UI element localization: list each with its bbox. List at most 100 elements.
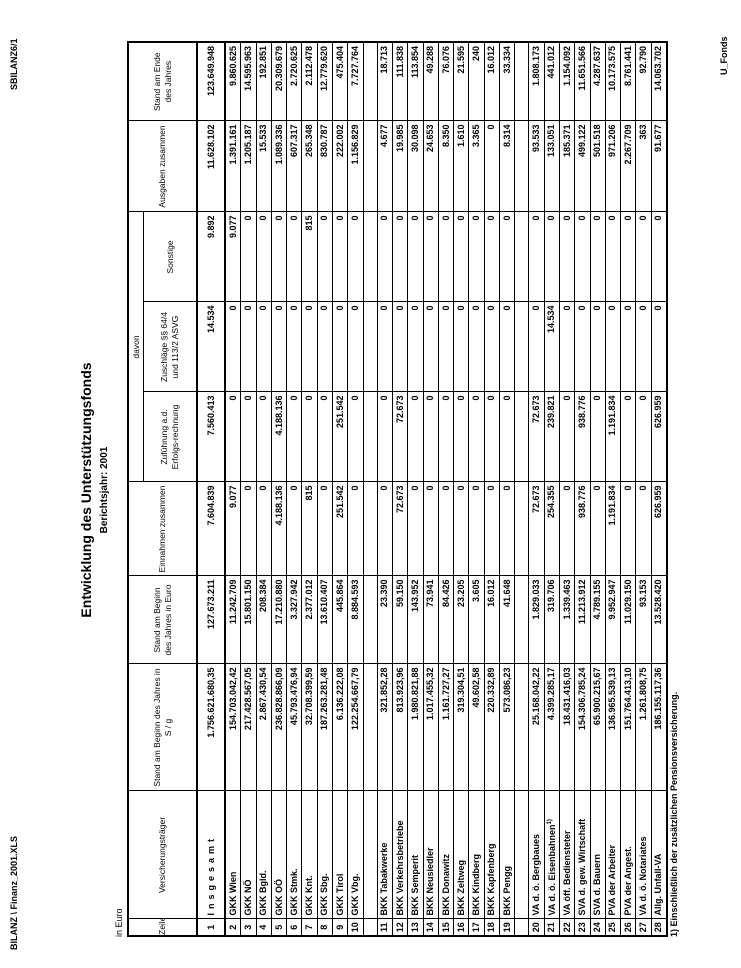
traeger-name: BKK Tabakwerke bbox=[379, 842, 390, 916]
cell-ausgaben: 1.391.161 bbox=[225, 120, 241, 212]
cell-stand-ende: 2.112.478 bbox=[301, 41, 318, 121]
cell-zeile: 11 bbox=[377, 919, 393, 936]
cell-stand-ende: 7.727.764 bbox=[347, 41, 364, 121]
cell-stand-ende: 20.309.679 bbox=[271, 41, 287, 121]
cell-zufuehrung: 626.959 bbox=[651, 392, 668, 482]
traeger-name: PVA der Angest. bbox=[622, 846, 633, 916]
cell-ausgaben: 1.156.829 bbox=[347, 120, 364, 212]
cell-ausgaben: 1.205.187 bbox=[240, 120, 257, 212]
cell-stand-beginn-s: 49.602,58 bbox=[468, 664, 485, 791]
cell-stand-ende: 475.404 bbox=[332, 41, 348, 121]
cell-stand-beginn-s: 122.254.667,79 bbox=[347, 664, 364, 791]
group-spacer bbox=[363, 41, 378, 936]
cell-stand-beginn-s: 136.965.539,13 bbox=[605, 664, 621, 791]
cell-traeger: VA d. ö. Eisenbahnen1) bbox=[544, 791, 560, 919]
table-row: 15 BKK Donawitz 1.161.727,27 84.426 0 0 0 0 8.35… bbox=[438, 41, 454, 936]
cell-einnahmen: 1.191.834 bbox=[605, 482, 621, 576]
cell-sonstige: 0 bbox=[392, 211, 408, 302]
cell-einnahmen: 0 bbox=[423, 482, 439, 576]
cell-stand-ende: 14.595.963 bbox=[240, 41, 257, 121]
table-row: 26 PVA der Angest. 151.764.413,10 11.029.15… bbox=[620, 41, 636, 936]
cell-ausgaben: 133.051 bbox=[544, 120, 560, 212]
cell-traeger: GKK Tirol bbox=[332, 791, 348, 919]
spacer-cell bbox=[363, 120, 378, 212]
cell-ausgaben: 19.985 bbox=[392, 120, 408, 212]
cell-zuschlaege: 0 bbox=[499, 302, 515, 392]
cell-zuschlaege: 0 bbox=[635, 302, 652, 392]
cell-traeger: GKK Wien bbox=[225, 791, 241, 919]
traeger-name: BKK Pengg bbox=[501, 866, 512, 916]
cell-zeile: 12 bbox=[392, 919, 408, 936]
cell-sonstige: 0 bbox=[574, 211, 591, 302]
table-row: 17 BKK Kindberg 49.602,58 3.605 0 0 0 0 3.365 240 bbox=[468, 41, 485, 936]
unit-label: in Euro bbox=[114, 908, 124, 937]
cell-zufuehrung: 0 bbox=[635, 392, 652, 482]
cell-stand-beginn-eur: 93.153 bbox=[635, 576, 652, 664]
cell-zeile: 18 bbox=[484, 919, 500, 936]
cell-sonstige: 0 bbox=[468, 211, 485, 302]
cell-sonstige: 0 bbox=[484, 211, 500, 302]
cell-zeile: 26 bbox=[620, 919, 636, 936]
cell-stand-beginn-eur: 15.801.150 bbox=[240, 576, 257, 664]
cell-zufuehrung: 0 bbox=[225, 392, 241, 482]
cell-sonstige: 0 bbox=[256, 211, 272, 302]
cell-sonstige: 0 bbox=[544, 211, 560, 302]
cell-zufuehrung: 0 bbox=[301, 392, 318, 482]
cell-stand-beginn-s: 573.086,23 bbox=[499, 664, 515, 791]
cell-traeger: BKK Verkehrsbetriebe bbox=[392, 791, 408, 919]
spacer-cell bbox=[363, 41, 378, 121]
cell-einnahmen: 0 bbox=[484, 482, 500, 576]
cell-zuschlaege: 0 bbox=[301, 302, 318, 392]
cell-zufuehrung: 0 bbox=[499, 392, 515, 482]
cell-ausgaben: 4.677 bbox=[377, 120, 393, 212]
cell-zuschlaege: 0 bbox=[438, 302, 454, 392]
cell-zufuehrung: 1.191.834 bbox=[605, 392, 621, 482]
cell-stand-ende: 76.076 bbox=[438, 41, 454, 121]
table-row: 16 BKK Zeltweg 319.304,51 23.205 0 0 0 0 1.610 21… bbox=[453, 41, 469, 936]
header-zeile: Zeile bbox=[128, 919, 197, 936]
cell-zuschlaege: 0 bbox=[423, 302, 439, 392]
cell-ausgaben: 8.350 bbox=[438, 120, 454, 212]
cell-sonstige: 0 bbox=[605, 211, 621, 302]
cell-zufuehrung: 4.188.136 bbox=[271, 392, 287, 482]
traeger-name: BKK Donawitz bbox=[440, 854, 451, 916]
cell-stand-beginn-s: 65.900.215,67 bbox=[590, 664, 606, 791]
table-row: 6 GKK Stmk. 45.793.476,94 3.327.942 0 0 0 0 607.… bbox=[286, 41, 302, 936]
cell-traeger: GKK NÖ bbox=[240, 791, 257, 919]
cell-stand-beginn-eur: 445.864 bbox=[332, 576, 348, 664]
total-row: 1 Insgesamt 1.756.621.680,35 127.673.211 7.6… bbox=[197, 41, 225, 936]
table-row: 20 VA d. ö. Bergbaues 25.168.042,22 1.829.0… bbox=[528, 41, 545, 936]
cell-zeile: 13 bbox=[407, 919, 424, 936]
cell-zuschlaege: 0 bbox=[574, 302, 591, 392]
cell-zeile: 15 bbox=[438, 919, 454, 936]
cell-traeger: BKK Zeltweg bbox=[453, 791, 469, 919]
cell-zeile: 14 bbox=[423, 919, 439, 936]
cell-zeile: 5 bbox=[271, 919, 287, 936]
cell-sonstige: 0 bbox=[286, 211, 302, 302]
cell-einnahmen: 72.673 bbox=[392, 482, 408, 576]
cell-einnahmen: 0 bbox=[453, 482, 469, 576]
cell-sonstige: 0 bbox=[332, 211, 348, 302]
spacer-cell bbox=[514, 41, 529, 121]
table-row: 7 GKK Knt. 32.708.399,59 2.377.012 815 0 0 815 2… bbox=[301, 41, 318, 936]
cell-traeger: BKK Semperit bbox=[407, 791, 424, 919]
cell-traeger: GKK Sbg. bbox=[317, 791, 333, 919]
header-stand-beginn-eur: Stand am Beginn des Jahres in Euro bbox=[128, 576, 197, 664]
footer-label: U_Fonds bbox=[719, 36, 729, 75]
cell-zuschlaege: 0 bbox=[317, 302, 333, 392]
header-einnahmen: Einnahmen zusammen bbox=[128, 482, 197, 576]
traeger-name: BKK Verkehrsbetriebe bbox=[394, 820, 405, 916]
cell-stand-ende: 192.851 bbox=[256, 41, 272, 121]
table-row: 4 GKK Bgld. 2.867.430,54 208.384 0 0 0 0 15.533 1… bbox=[256, 41, 272, 936]
cell-ausgaben: 2.267.709 bbox=[620, 120, 636, 212]
cell-zeile: 25 bbox=[605, 919, 621, 936]
spacer-cell bbox=[363, 791, 378, 919]
cell-traeger: GKK Stmk. bbox=[286, 791, 302, 919]
spacer-cell bbox=[363, 392, 378, 482]
traeger-name: Insgesamt bbox=[205, 834, 216, 916]
table-row: 12 BKK Verkehrsbetriebe 813.923,96 59.150 72… bbox=[392, 41, 408, 936]
cell-zufuehrung: 0 bbox=[590, 392, 606, 482]
cell-ausgaben: 3.365 bbox=[468, 120, 485, 212]
cell-stand-beginn-s: 6.136.222,08 bbox=[332, 664, 348, 791]
page-subtitle: Berichtsjahr: 2001 bbox=[99, 446, 110, 534]
